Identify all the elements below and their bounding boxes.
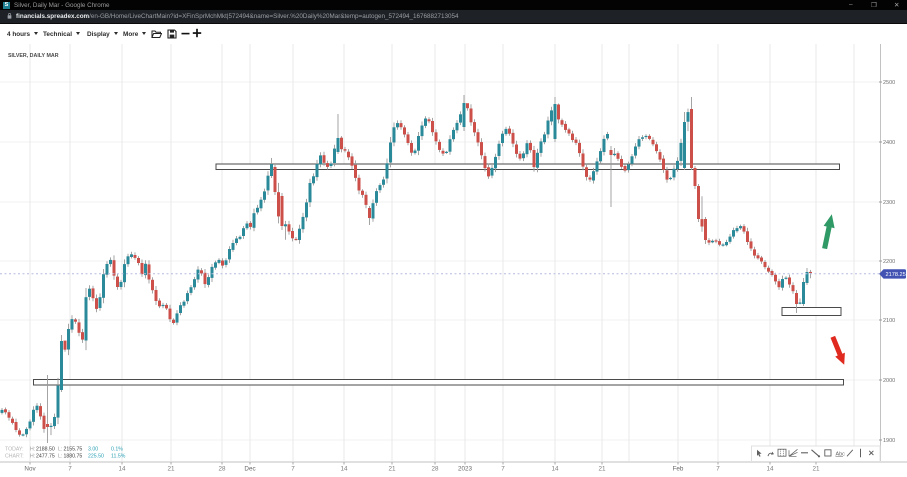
svg-text:H:: H:: [30, 447, 35, 453]
svg-text:Feb: Feb: [673, 466, 684, 473]
svg-text:21: 21: [167, 466, 175, 473]
svg-text:2100: 2100: [883, 318, 895, 324]
svg-text:0.1%: 0.1%: [111, 447, 123, 453]
svg-text:2000: 2000: [883, 378, 895, 384]
svg-text:Dec: Dec: [244, 466, 255, 473]
svg-text:7: 7: [501, 466, 505, 473]
svg-text:CHART:: CHART:: [5, 454, 24, 460]
svg-text:1900: 1900: [883, 438, 895, 444]
svg-text:2178.25: 2178.25: [886, 272, 906, 278]
svg-text:7: 7: [291, 466, 295, 473]
svg-text:11.5%: 11.5%: [111, 454, 126, 460]
svg-text:28: 28: [431, 466, 439, 473]
svg-text:Nov: Nov: [24, 466, 36, 473]
svg-text:21: 21: [812, 466, 820, 473]
svg-text:2188.50: 2188.50: [36, 447, 55, 453]
svg-text:14: 14: [118, 466, 126, 473]
svg-text:21: 21: [598, 466, 606, 473]
svg-text:225.50: 225.50: [88, 454, 104, 460]
svg-text:2477.75: 2477.75: [36, 454, 55, 460]
svg-text:1880.75: 1880.75: [64, 454, 83, 460]
svg-text:21: 21: [388, 466, 396, 473]
svg-text:TODAY:: TODAY:: [5, 447, 24, 453]
svg-text:2155.75: 2155.75: [64, 447, 83, 453]
svg-text:7: 7: [716, 466, 720, 473]
svg-text:H:: H:: [30, 454, 35, 460]
svg-text:2300: 2300: [883, 200, 895, 206]
svg-text:3.00: 3.00: [88, 447, 98, 453]
svg-text:Abc: Abc: [836, 451, 846, 457]
svg-text:14: 14: [340, 466, 348, 473]
svg-text:2500: 2500: [883, 80, 895, 86]
svg-text:2023: 2023: [458, 466, 473, 473]
svg-text:14: 14: [551, 466, 559, 473]
svg-text:L:: L:: [58, 447, 62, 453]
svg-text:L:: L:: [58, 454, 62, 460]
svg-text:7: 7: [68, 466, 72, 473]
svg-text:14: 14: [766, 466, 774, 473]
svg-text:SILVER, DAILY MAR: SILVER, DAILY MAR: [8, 53, 59, 59]
svg-text:28: 28: [218, 466, 226, 473]
svg-text:2200: 2200: [883, 259, 895, 265]
svg-text:2400: 2400: [883, 140, 895, 146]
